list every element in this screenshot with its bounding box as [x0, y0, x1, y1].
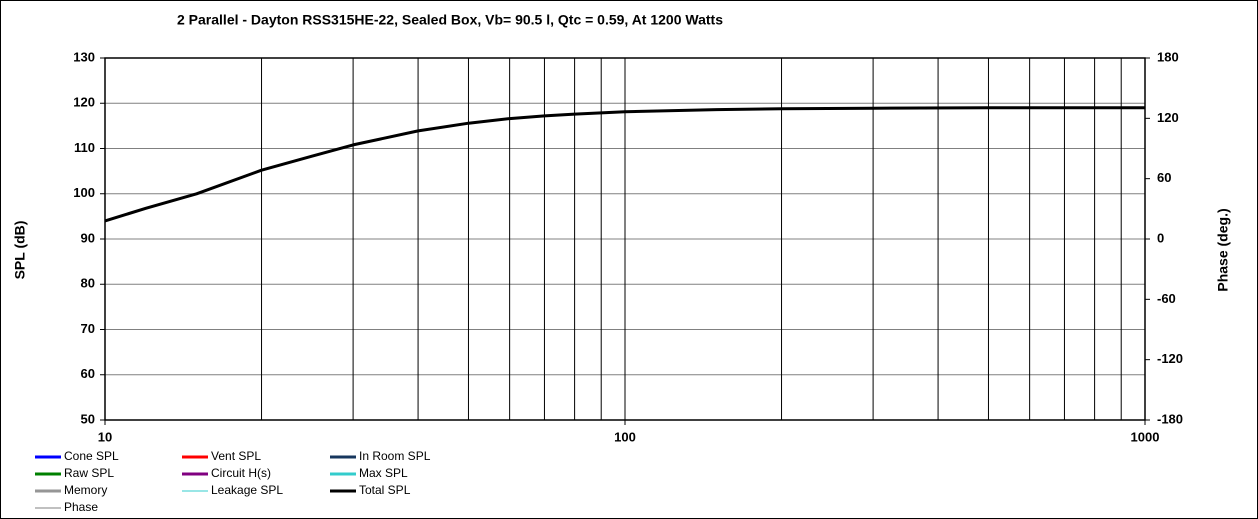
x-tick-label: 1000	[1131, 429, 1160, 444]
y-tick-label: 60	[81, 366, 95, 381]
legend-label: Raw SPL	[64, 466, 114, 480]
y2-tick-label: 60	[1157, 170, 1171, 185]
x-tick-label: 100	[614, 429, 636, 444]
y-tick-label: 80	[81, 276, 95, 291]
legend-label: Total SPL	[359, 483, 411, 497]
legend-label: Phase	[64, 500, 98, 514]
x-tick-label: 10	[98, 429, 112, 444]
chart-title: 2 Parallel - Dayton RSS315HE-22, Sealed …	[177, 12, 723, 28]
y-tick-label: 120	[73, 95, 95, 110]
y-axis-label: SPL (dB)	[12, 221, 28, 280]
y2-tick-label: -180	[1157, 411, 1183, 426]
legend-label: Cone SPL	[64, 449, 119, 463]
y2-tick-label: 0	[1157, 230, 1164, 245]
y-tick-label: 130	[73, 49, 95, 64]
legend-label: Vent SPL	[211, 449, 261, 463]
plot-frame	[104, 57, 1146, 421]
y2-tick-label: 120	[1157, 110, 1179, 125]
y-tick-label: 70	[81, 321, 95, 336]
legend-label: Memory	[64, 483, 107, 497]
y-tick-label: 90	[81, 230, 95, 245]
y-tick-label: 110	[74, 140, 95, 155]
y2-tick-label: -60	[1157, 291, 1176, 306]
y2-axis-label: Phase (deg.)	[1215, 208, 1231, 291]
legend-label: Leakage SPL	[211, 483, 283, 497]
legend-label: Max SPL	[359, 466, 408, 480]
y2-tick-label: -120	[1157, 351, 1183, 366]
legend-label: Circuit H(s)	[211, 466, 271, 480]
y-tick-label: 100	[73, 185, 95, 200]
y-tick-label: 50	[81, 411, 95, 426]
y2-tick-label: 180	[1157, 49, 1179, 64]
legend-label: In Room SPL	[359, 449, 431, 463]
series-line	[104, 106, 1145, 223]
